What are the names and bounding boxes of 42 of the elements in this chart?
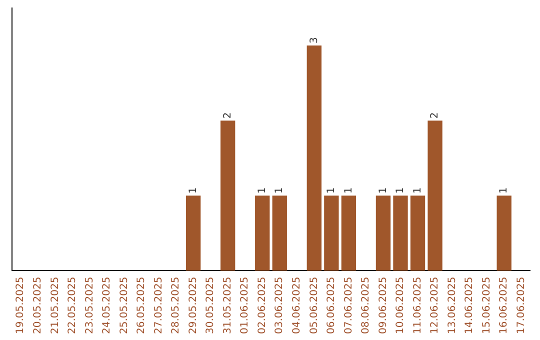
x-tick-label: 15.06.2025 (481, 276, 492, 334)
data-label: 3 (308, 37, 320, 44)
x-tick-label: 01.06.2025 (240, 276, 251, 334)
data-label: 1 (498, 187, 510, 194)
x-tick-label: 12.06.2025 (430, 276, 441, 334)
x-tick-label: 26.05.2025 (136, 276, 148, 334)
x-tick-label: 11.06.2025 (412, 276, 424, 334)
x-tick-label: 10.06.2025 (395, 276, 406, 334)
data-label: 1 (395, 187, 406, 194)
x-tick-label: 23.05.2025 (84, 276, 96, 334)
data-label: 1 (274, 187, 286, 194)
x-tick-label: 27.05.2025 (153, 276, 164, 334)
x-tick-label: 13.06.2025 (446, 276, 458, 334)
data-label: 1 (256, 187, 268, 194)
x-tick-label: 07.06.2025 (343, 276, 354, 334)
x-tick-label: 03.06.2025 (274, 276, 286, 334)
data-label: 2 (222, 112, 234, 119)
x-tick-label: 04.06.2025 (291, 276, 302, 334)
x-tick-label: 17.06.2025 (516, 276, 527, 334)
x-tick-label: 08.06.2025 (360, 276, 372, 334)
x-tick-label: 25.05.2025 (118, 276, 130, 334)
data-label: 1 (343, 187, 354, 194)
x-tick-label: 21.05.2025 (50, 276, 61, 334)
x-tick-label: 06.06.2025 (326, 276, 338, 334)
x-tick-label: 05.06.2025 (308, 276, 320, 334)
x-tick-label: 24.05.2025 (102, 276, 113, 334)
data-label: 1 (378, 187, 389, 194)
x-tick-label: 30.05.2025 (205, 276, 216, 334)
x-tick-label: 09.06.2025 (378, 276, 389, 334)
x-tick-label: 29.05.2025 (188, 276, 199, 334)
x-tick-label: 20.05.2025 (32, 276, 44, 334)
data-label: 2 (430, 112, 441, 119)
x-tick-label: 31.05.2025 (222, 276, 234, 334)
x-tick-label: 22.05.2025 (67, 276, 78, 334)
x-tick-label: 02.06.2025 (256, 276, 268, 334)
data-label: 1 (412, 187, 424, 194)
x-tick-label: 28.05.2025 (170, 276, 182, 334)
x-tick-label: 16.06.2025 (498, 276, 510, 334)
x-tick-label: 19.05.2025 (15, 276, 26, 334)
x-tick-label: 14.06.2025 (464, 276, 476, 334)
data-label: 1 (188, 187, 199, 194)
data-label: 1 (326, 187, 338, 194)
